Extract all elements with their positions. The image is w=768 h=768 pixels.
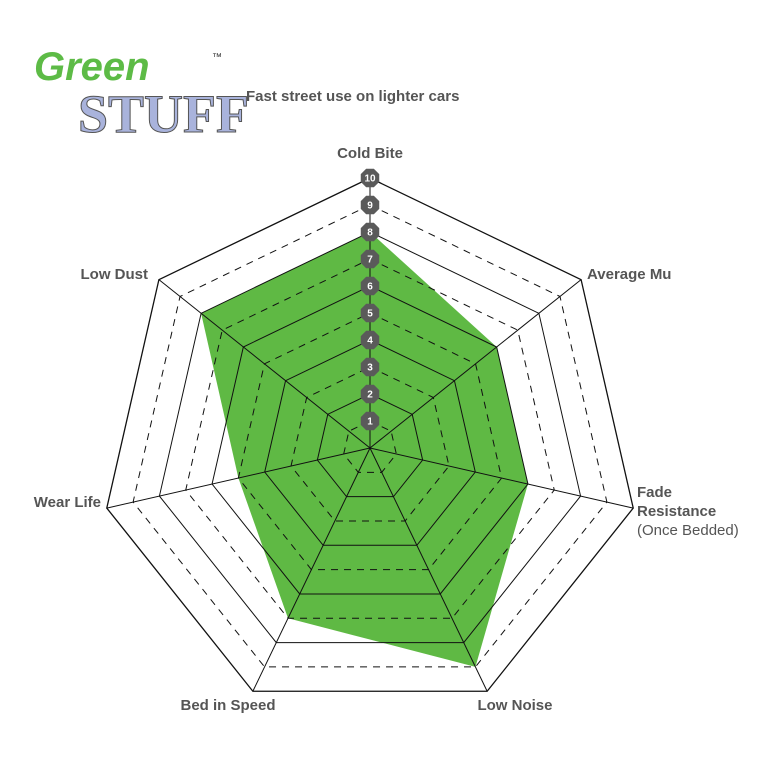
axis-label: Wear Life xyxy=(34,494,101,511)
axis-sublabel: (Once Bedded) xyxy=(637,522,739,539)
tick-badge-3 xyxy=(360,357,380,377)
grid-ring-2 xyxy=(316,393,424,498)
tick-label: 7 xyxy=(367,255,373,266)
grid-ring-10 xyxy=(106,177,634,692)
axis-label: Fade xyxy=(637,484,672,501)
axis-line-3 xyxy=(369,447,488,692)
tick-badge-6 xyxy=(360,276,380,296)
tick-badge-1 xyxy=(360,411,380,431)
grid-ring-8 xyxy=(158,231,582,644)
logo-stuff-text: STUFF xyxy=(78,84,249,144)
logo-tm: ™ xyxy=(212,52,222,63)
axis-label: Low Dust xyxy=(81,266,149,283)
subtitle: Fast street use on lighter cars xyxy=(246,88,459,105)
axis-label: Low Noise xyxy=(477,697,552,714)
grid-ring-5 xyxy=(237,312,503,571)
tick-label: 4 xyxy=(367,336,373,347)
tick-badge-7 xyxy=(360,249,380,269)
logo-green-text: Green xyxy=(34,45,150,89)
tick-badge-4 xyxy=(360,330,380,350)
tick-badge-9 xyxy=(360,195,380,215)
tick-label: 2 xyxy=(367,390,373,401)
logo: Green STUFF ™ xyxy=(34,45,250,145)
tick-label: 10 xyxy=(364,174,376,185)
grid-ring-6 xyxy=(211,285,529,595)
tick-label: 9 xyxy=(367,201,373,212)
axis-line-6 xyxy=(158,279,371,449)
grid-ring-7 xyxy=(185,258,555,619)
tick-label: 6 xyxy=(367,282,373,293)
grid-ring-3 xyxy=(290,366,450,522)
axis-label: Average Mu xyxy=(587,266,671,283)
axis-line-2 xyxy=(369,447,634,509)
tick-badge-5 xyxy=(360,303,380,323)
radar-chart: 1 2 3 4 5 6 7 8 9 10 Cold Bite Average Mu Fade Resist… xyxy=(34,145,739,714)
tick-label: 3 xyxy=(367,363,373,374)
tick-badge-8 xyxy=(360,222,380,242)
tick-label: 1 xyxy=(367,417,373,428)
tick-label: 5 xyxy=(367,309,373,320)
axis-label: Cold Bite xyxy=(337,145,403,162)
tick-badge-2 xyxy=(360,384,380,404)
tick-badge-10 xyxy=(360,168,380,188)
grid-ring-4 xyxy=(264,339,476,546)
axis-line-1 xyxy=(369,279,582,449)
tick-label: 8 xyxy=(367,228,373,239)
grid-ring-1 xyxy=(343,420,397,473)
axis-line-4 xyxy=(252,447,371,692)
axis-label: Bed in Speed xyxy=(180,697,275,714)
axis-label: Resistance xyxy=(637,503,716,520)
axis-line-5 xyxy=(106,447,371,509)
